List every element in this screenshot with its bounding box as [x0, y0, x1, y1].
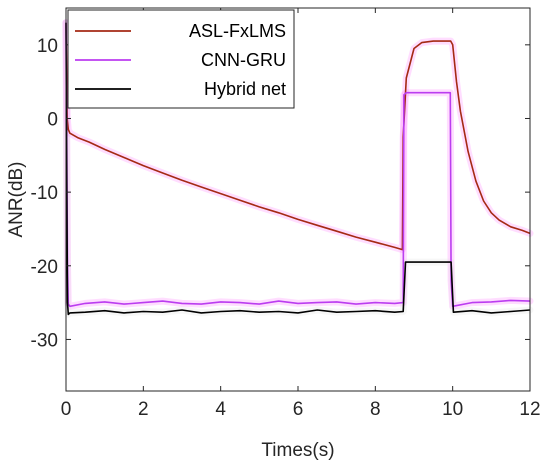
- series-line: [65, 22, 531, 316]
- legend-label: Hybrid net: [204, 79, 286, 99]
- series-line: [65, 22, 531, 251]
- y-tick-label: -30: [31, 330, 58, 351]
- x-tick-label: 2: [138, 399, 149, 420]
- legend-item: CNN-GRU: [75, 50, 286, 70]
- y-tick-label: 0: [47, 109, 58, 130]
- legend-label: CNN-GRU: [201, 50, 286, 70]
- x-tick-label: 10: [442, 399, 463, 420]
- x-tick-label: 8: [370, 399, 381, 420]
- x-tick-label: 6: [293, 399, 304, 420]
- x-tick-label: 12: [519, 399, 540, 420]
- x-axis-label: Times(s): [261, 440, 334, 461]
- series-line: [65, 22, 531, 308]
- legend-label: ASL-FxLMS: [189, 21, 286, 41]
- y-tick-label: -20: [31, 257, 58, 278]
- y-tick-label: -10: [31, 183, 58, 204]
- axis-ticks: 0 2 4 6 8 10 12 10 0 -10 -20 -30: [31, 8, 541, 420]
- x-tick-label: 4: [215, 399, 226, 420]
- legend-item: Hybrid net: [75, 79, 286, 99]
- y-axis-label: ANR(dB): [6, 161, 27, 237]
- legend: ASL-FxLMS CNN-GRU Hybrid net: [67, 9, 295, 109]
- x-tick-label: 0: [61, 399, 72, 420]
- legend-box: [67, 9, 295, 109]
- legend-item: ASL-FxLMS: [75, 21, 286, 41]
- plot-lines: [62, 19, 534, 318]
- y-tick-label: 10: [37, 36, 58, 57]
